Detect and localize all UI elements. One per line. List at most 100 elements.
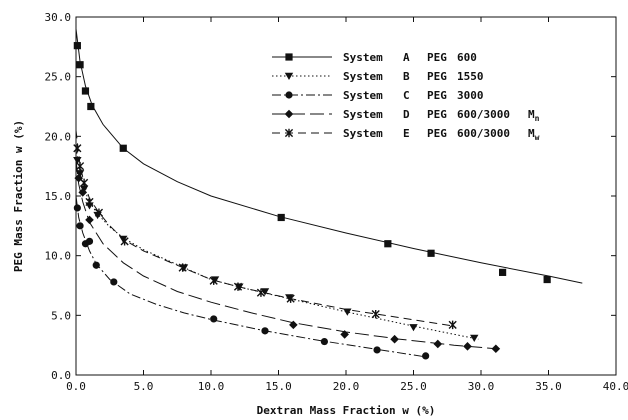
x-tick-label: 20.0: [333, 380, 360, 393]
series-line-a: [75, 28, 583, 284]
data-point-e: [233, 282, 243, 291]
data-point-d: [289, 320, 298, 330]
data-point-d: [78, 188, 88, 197]
data-point-e: [178, 263, 187, 272]
legend-label: A: [403, 51, 410, 64]
data-point-e: [80, 178, 89, 188]
legend-marker: [285, 53, 293, 61]
legend-label: System: [343, 70, 383, 83]
x-tick-label: 15.0: [265, 380, 292, 393]
y-axis-label: PEG Mass Fraction w (%): [12, 120, 25, 272]
x-tick-label: 35.0: [535, 380, 562, 393]
legend-label: D: [403, 108, 410, 121]
legend-marker: [284, 109, 294, 119]
legend-label-moment: Mn: [528, 108, 540, 123]
legend-label: 1550: [457, 70, 484, 83]
legend-label-moment: Mw: [528, 127, 540, 142]
data-point-e: [286, 294, 295, 303]
x-tick-label: 40.0: [603, 380, 628, 393]
y-tick-label: 25.0: [45, 71, 72, 84]
series-line-c: [75, 195, 428, 358]
data-point-a: [119, 144, 127, 152]
data-point-c: [422, 352, 430, 360]
data-point-a: [277, 213, 285, 222]
data-point-a: [73, 42, 81, 50]
data-point-d: [491, 344, 501, 354]
data-point-c: [373, 346, 381, 354]
y-tick-label: 20.0: [45, 130, 72, 143]
legend: System A PEG 600 System B PEG 1550 System C PEG 300…: [272, 51, 540, 142]
data-point-e: [371, 309, 380, 319]
legend-label: System: [343, 89, 383, 102]
data-point-a: [427, 249, 435, 257]
series-line-d: [75, 160, 496, 350]
data-point-c: [210, 315, 218, 323]
data-point-c: [85, 237, 94, 245]
x-axis-ticks: 0.0 5.0 10.0 15.0 20.0 25.0 30.0 35.0 40.0: [66, 17, 628, 393]
data-point-b: [79, 185, 89, 193]
x-tick-label: 25.0: [400, 380, 427, 393]
legend-label: 3000: [457, 89, 484, 102]
data-point-d: [433, 339, 443, 349]
legend-label: System: [343, 127, 383, 140]
data-point-b: [93, 211, 102, 220]
legend-label: System: [343, 51, 383, 64]
data-point-b: [343, 308, 352, 316]
data-point-d: [390, 334, 399, 344]
legend-label: 600/3000: [457, 127, 510, 140]
y-axis-ticks: 0.0 5.0 10.0 15.0 20.0 25.0 30.0: [45, 11, 616, 382]
data-point-c: [110, 278, 118, 286]
legend-label: PEG: [427, 89, 447, 102]
data-point-e: [256, 288, 266, 297]
legend-marker: [284, 72, 294, 80]
data-point-a: [76, 61, 84, 69]
data-point-d: [340, 330, 349, 339]
data-point-e: [73, 144, 82, 153]
x-tick-label: 0.0: [66, 380, 86, 393]
x-tick-label: 5.0: [134, 380, 154, 393]
series-line-e: [75, 130, 455, 327]
y-tick-label: 5.0: [51, 309, 71, 322]
legend-marker: [285, 91, 293, 99]
legend-label: B: [403, 70, 410, 83]
series-markers: [73, 42, 551, 360]
legend-label: PEG: [427, 127, 447, 140]
legend-label: 600/3000: [457, 108, 510, 121]
series-curves: [75, 28, 583, 358]
x-tick-label: 10.0: [198, 380, 225, 393]
data-point-e: [448, 320, 457, 330]
legend-label: PEG: [427, 108, 447, 121]
y-tick-label: 30.0: [45, 11, 72, 24]
data-point-c: [73, 204, 81, 212]
legend-label: C: [403, 89, 410, 102]
data-point-b: [75, 170, 85, 178]
data-point-a: [81, 87, 90, 95]
y-tick-label: 10.0: [45, 250, 72, 263]
data-point-a: [499, 268, 507, 276]
legend-label: 600: [457, 51, 477, 64]
data-point-a: [87, 102, 95, 111]
legend-marker: [284, 128, 294, 138]
y-tick-label: 0.0: [51, 369, 71, 382]
data-point-e: [120, 237, 129, 246]
data-point-e: [85, 197, 94, 207]
legend-label: PEG: [427, 70, 447, 83]
x-tick-label: 30.0: [468, 380, 495, 393]
data-point-e: [94, 208, 104, 217]
data-point-c: [320, 337, 328, 346]
data-point-b: [470, 334, 479, 343]
data-point-c: [76, 222, 84, 230]
data-point-a: [543, 275, 551, 284]
legend-label: PEG: [427, 51, 447, 64]
series-line-b: [75, 148, 479, 340]
legend-label: System: [343, 108, 383, 121]
data-point-d: [85, 215, 94, 225]
data-point-b: [73, 157, 82, 165]
data-point-a: [384, 240, 392, 248]
data-point-b: [409, 324, 418, 332]
data-point-c: [261, 327, 269, 335]
data-point-e: [209, 276, 218, 285]
y-tick-label: 15.0: [45, 190, 72, 203]
legend-label: E: [403, 127, 410, 140]
